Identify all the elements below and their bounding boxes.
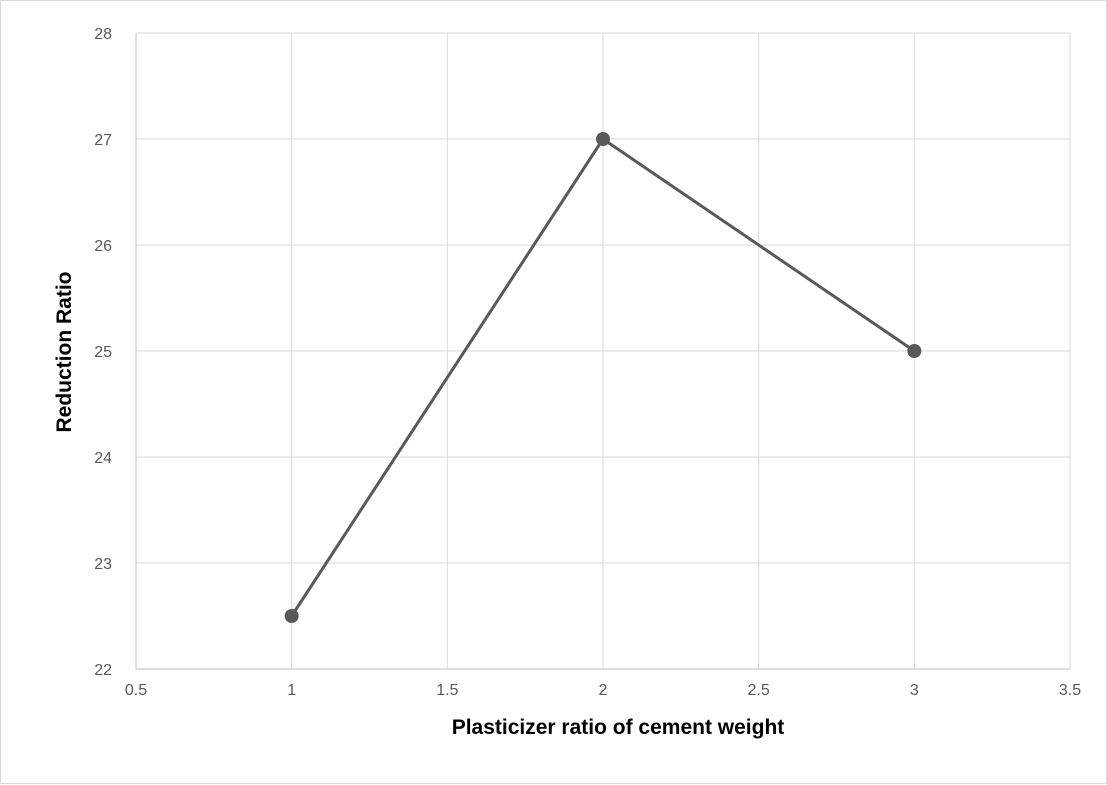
axes (135, 33, 1070, 670)
y-axis-title: Reduction Ratio (53, 272, 76, 433)
x-tick-label: 3.5 (1059, 682, 1081, 699)
y-tick-label: 22 (94, 662, 112, 679)
data-series (284, 132, 922, 623)
x-axis-title: Plasticizer ratio of cement weight (452, 716, 785, 739)
y-tick-label: 24 (94, 450, 112, 467)
x-tick-label: 1.5 (436, 682, 458, 699)
y-tick-label: 27 (94, 132, 112, 149)
gridlines (136, 32, 1071, 669)
y-tick-label: 28 (94, 26, 112, 43)
data-point (284, 609, 299, 623)
x-tick-label: 2 (599, 682, 608, 699)
x-tick-label: 2.5 (748, 682, 770, 699)
y-tick-labels: 22 23 24 25 26 27 28 (94, 26, 112, 679)
y-tick-label: 26 (94, 238, 112, 255)
x-tick-labels: 0.5 1 1.5 2 2.5 3 3.5 (125, 682, 1081, 699)
y-tick-label: 23 (94, 556, 112, 573)
x-tick-label: 0.5 (125, 682, 147, 699)
data-point (907, 344, 922, 358)
data-point (596, 132, 610, 146)
x-tick-label: 1 (287, 682, 296, 699)
x-tick-label: 3 (910, 682, 919, 699)
y-tick-label: 25 (94, 344, 112, 361)
